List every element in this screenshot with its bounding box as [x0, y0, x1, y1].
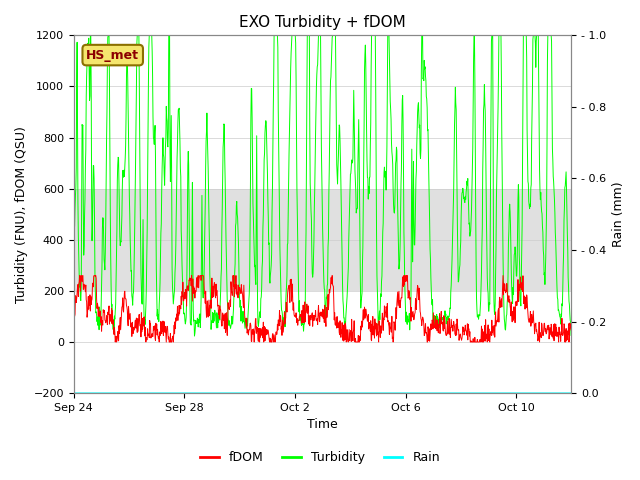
Bar	[74, 189, 572, 291]
Y-axis label: Turbidity (FNU), fDOM (QSU): Turbidity (FNU), fDOM (QSU)	[15, 126, 28, 303]
Y-axis label: Rain (mm): Rain (mm)	[612, 181, 625, 247]
X-axis label: Time: Time	[307, 419, 338, 432]
Legend: fDOM, Turbidity, Rain: fDOM, Turbidity, Rain	[195, 446, 445, 469]
Title: EXO Turbidity + fDOM: EXO Turbidity + fDOM	[239, 15, 406, 30]
Text: HS_met: HS_met	[86, 48, 140, 61]
